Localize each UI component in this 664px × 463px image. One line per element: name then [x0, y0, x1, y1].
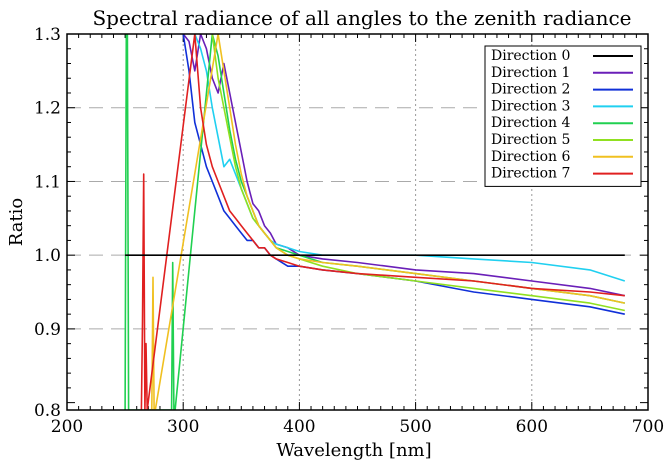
x-tick-label: 500	[399, 417, 431, 437]
x-tick-label: 300	[167, 417, 199, 437]
legend-label: Direction 1	[491, 65, 570, 81]
legend-label: Direction 6	[491, 149, 571, 165]
y-tick-label: 1.3	[34, 25, 61, 45]
y-tick-label: 0.8	[34, 401, 61, 421]
legend-box	[484, 45, 642, 187]
y-tick-label: 1.1	[34, 172, 61, 192]
x-axis-label: Wavelength [nm]	[276, 440, 431, 461]
y-axis-label: Ratio	[6, 198, 27, 247]
chart-title: Spectral radiance of all angles to the z…	[92, 6, 631, 30]
series-line-1	[182, 34, 625, 297]
x-tick-label: 700	[632, 417, 664, 437]
y-tick-label: 1.2	[34, 99, 61, 119]
plot-lines	[124, 34, 626, 410]
x-tick-label: 600	[516, 417, 548, 437]
x-tick-label: 200	[51, 417, 83, 437]
legend-label: Direction 4	[491, 115, 571, 131]
series-line-6	[150, 34, 625, 410]
legend-label: Direction 2	[491, 82, 570, 98]
legend-label: Direction 7	[491, 166, 570, 182]
x-tick-label: 400	[283, 417, 315, 437]
legend-label: Direction 3	[491, 98, 570, 114]
plot-frame	[66, 33, 649, 411]
legend-label: Direction 0	[491, 48, 570, 64]
series-line-7	[140, 34, 625, 410]
y-tick-label: 1.0	[34, 246, 61, 266]
y-tick-label: 0.9	[34, 320, 61, 340]
legend-label: Direction 5	[491, 132, 570, 148]
tick-labels: 200 300 400 500 600 700 0.9 1.0 1.1 1.2 1.3 0.8	[34, 25, 664, 437]
